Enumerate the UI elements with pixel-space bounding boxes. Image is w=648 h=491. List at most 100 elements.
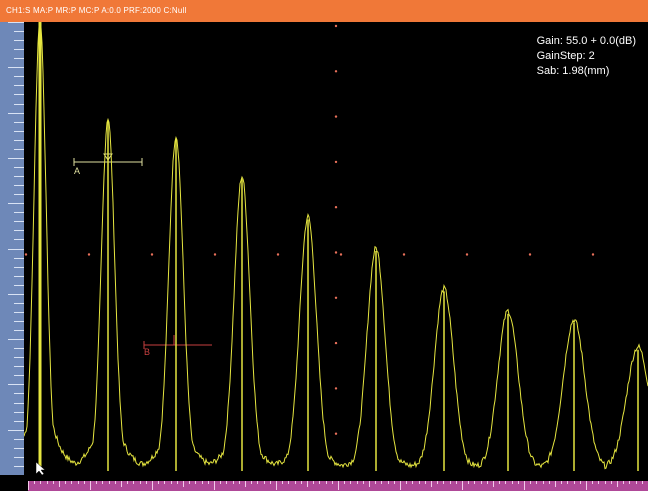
time-axis-tick	[375, 481, 377, 484]
grid-dot	[276, 253, 280, 256]
time-axis-tick	[164, 481, 166, 484]
time-axis-tick	[269, 481, 271, 484]
time-axis-tick	[400, 481, 401, 490]
amplitude-axis-tick	[14, 275, 24, 277]
amplitude-axis	[0, 22, 24, 476]
time-axis-tick	[90, 481, 91, 490]
grid-dot	[591, 253, 595, 256]
gate-a-label: A	[74, 166, 80, 176]
time-axis-tick	[34, 481, 36, 484]
amplitude-axis-tick	[14, 103, 24, 105]
grid-dot	[150, 253, 154, 256]
amplitude-axis-tick	[14, 375, 24, 377]
time-axis-bar	[28, 481, 648, 491]
time-axis-tick	[46, 481, 48, 484]
amplitude-axis-tick	[14, 121, 24, 123]
grid-dot	[334, 296, 338, 299]
time-axis-tick	[176, 481, 178, 484]
amplitude-axis-tick	[8, 384, 24, 386]
time-axis-tick	[282, 481, 284, 484]
amplitude-axis-tick	[14, 456, 24, 458]
amplitude-axis-tick	[14, 239, 24, 241]
time-axis-tick	[567, 481, 569, 484]
time-axis-tick	[449, 481, 451, 484]
time-axis-tick	[592, 481, 594, 484]
time-axis-tick	[207, 481, 209, 484]
gain-step-value: GainStep: 2	[536, 50, 595, 62]
amplitude-axis-tick	[14, 348, 24, 350]
time-axis-tick	[641, 481, 643, 484]
grid-dot	[528, 253, 532, 256]
amplitude-axis-tick	[14, 58, 24, 60]
amplitude-axis-tick	[14, 176, 24, 178]
time-axis-tick	[536, 481, 538, 484]
grid-dot	[334, 251, 338, 254]
amplitude-axis-tick	[8, 339, 24, 341]
time-axis-tick	[362, 481, 364, 484]
amplitude-axis-tick	[8, 293, 24, 295]
gate-b-label: B	[144, 347, 150, 357]
time-axis-tick	[356, 481, 358, 484]
time-axis-tick	[586, 481, 587, 490]
grid-dot	[334, 387, 338, 390]
time-axis-tick	[183, 481, 184, 487]
amplitude-axis-tick	[14, 330, 24, 332]
time-axis-tick	[542, 481, 544, 484]
amplitude-axis-tick	[14, 284, 24, 286]
time-axis-tick	[71, 481, 73, 484]
time-axis-tick	[511, 481, 513, 484]
amplitude-axis-tick	[14, 76, 24, 78]
time-axis-tick	[331, 481, 333, 484]
amplitude-axis-tick	[14, 230, 24, 232]
time-axis-tick	[96, 481, 98, 484]
a-scan-display[interactable]: A B	[24, 22, 648, 475]
time-axis-tick	[59, 481, 60, 487]
gate-b[interactable]: B	[143, 335, 212, 357]
amplitude-axis-tick	[14, 357, 24, 359]
amplitude-axis-tick	[14, 393, 24, 395]
grid-dots	[24, 24, 595, 435]
time-axis-tick	[480, 481, 482, 484]
time-axis-tick	[319, 481, 321, 484]
amplitude-axis-tick	[14, 166, 24, 168]
time-axis-tick	[133, 481, 135, 484]
time-axis-tick	[28, 481, 29, 490]
time-axis-tick	[381, 481, 383, 484]
amplitude-axis-tick	[14, 420, 24, 422]
time-axis-tick	[158, 481, 160, 484]
time-axis-tick	[499, 481, 501, 484]
amplitude-axis-tick	[14, 366, 24, 368]
time-axis-tick	[431, 481, 432, 487]
amplitude-axis-tick	[14, 85, 24, 87]
amplitude-axis-tick	[14, 139, 24, 141]
time-axis-tick	[65, 481, 67, 484]
time-axis-tick	[406, 481, 408, 484]
time-axis-tick	[344, 481, 346, 484]
status-bar-text: CH1:S MA:P MR:P MC:P A:0.0 PRF:2000 C:Nu…	[6, 6, 187, 15]
time-axis-tick	[623, 481, 625, 484]
amplitude-axis-tick	[14, 302, 24, 304]
amplitude-axis-tick	[14, 94, 24, 96]
time-axis-tick	[288, 481, 290, 484]
time-axis-tick	[294, 481, 296, 484]
time-axis-tick	[77, 481, 79, 484]
amplitude-axis-tick	[14, 438, 24, 440]
time-axis-tick	[238, 481, 240, 484]
time-axis-tick	[493, 481, 494, 487]
time-axis-tick	[145, 481, 147, 484]
time-axis-tick	[121, 481, 122, 487]
amplitude-axis-tick	[14, 40, 24, 42]
grid-dot	[339, 253, 343, 256]
time-axis-tick	[561, 481, 563, 484]
amplitude-axis-tick	[14, 185, 24, 187]
amplitude-axis-tick	[14, 257, 24, 259]
time-axis-tick	[313, 481, 315, 484]
grid-dot	[334, 70, 338, 73]
time-axis-tick	[152, 481, 153, 490]
time-axis-tick	[139, 481, 141, 484]
time-axis-tick	[195, 481, 197, 484]
time-axis-tick	[307, 481, 308, 487]
time-axis-tick	[424, 481, 426, 484]
time-axis-tick	[114, 481, 116, 484]
echo-trace	[24, 22, 648, 471]
